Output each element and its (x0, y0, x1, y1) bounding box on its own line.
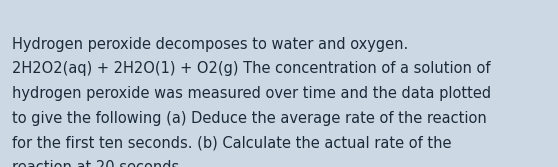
Text: for the first ten seconds. (b) Calculate the actual rate of the: for the first ten seconds. (b) Calculate… (12, 136, 452, 151)
Text: hydrogen peroxide was measured over time and the data plotted: hydrogen peroxide was measured over time… (12, 86, 492, 101)
Text: Hydrogen peroxide decomposes to water and oxygen.: Hydrogen peroxide decomposes to water an… (12, 37, 408, 52)
Text: reaction at 20 seconds.: reaction at 20 seconds. (12, 160, 184, 167)
Text: 2H2O2(aq) + 2H2O(1) + O2(g) The concentration of a solution of: 2H2O2(aq) + 2H2O(1) + O2(g) The concentr… (12, 61, 491, 76)
Text: to give the following (a) Deduce the average rate of the reaction: to give the following (a) Deduce the ave… (12, 111, 487, 126)
